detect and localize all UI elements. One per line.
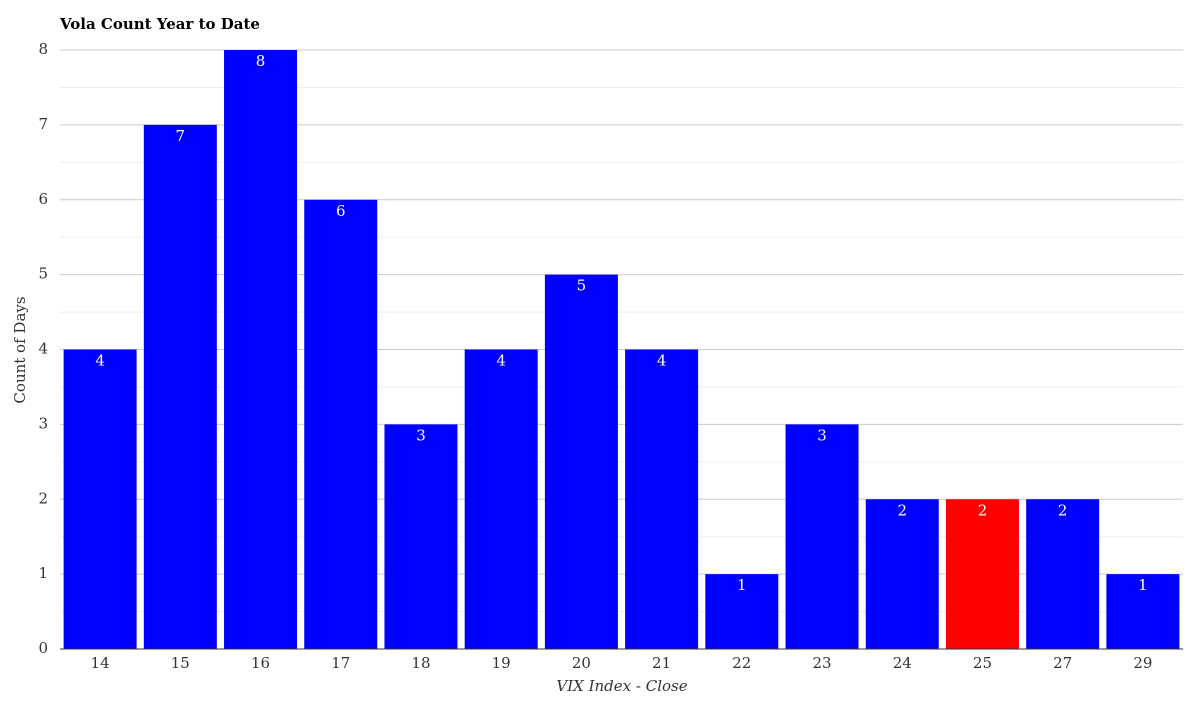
y-tick-label: 3 xyxy=(38,414,48,432)
x-tick-label: 19 xyxy=(492,654,511,672)
bar xyxy=(63,349,137,649)
bar xyxy=(625,349,699,649)
data-label: 4 xyxy=(95,352,105,370)
data-label: 4 xyxy=(657,352,667,370)
data-label: 5 xyxy=(577,277,587,295)
bar xyxy=(384,424,458,649)
bar xyxy=(865,499,939,649)
x-tick-label: 18 xyxy=(411,654,430,672)
y-tick-label: 5 xyxy=(38,265,48,283)
y-tick-label: 7 xyxy=(38,115,48,133)
y-tick-label: 8 xyxy=(38,40,48,58)
data-label: 4 xyxy=(496,352,506,370)
x-tick-label: 17 xyxy=(331,654,350,672)
data-label: 2 xyxy=(897,501,907,519)
y-tick-label: 4 xyxy=(38,340,48,358)
bar xyxy=(143,124,217,649)
x-tick-label: 16 xyxy=(251,654,270,672)
y-tick-label: 2 xyxy=(38,489,48,507)
x-tick-label: 27 xyxy=(1053,654,1072,672)
bar xyxy=(464,349,538,649)
data-label: 1 xyxy=(1138,576,1148,594)
data-label: 3 xyxy=(416,426,426,444)
x-tick-label: 22 xyxy=(732,654,751,672)
bar xyxy=(224,50,298,649)
bar xyxy=(304,199,378,649)
data-label: 3 xyxy=(817,426,827,444)
y-tick-label: 6 xyxy=(38,190,48,208)
x-axis-label: VIX Index - Close xyxy=(556,677,687,695)
x-tick-label: 14 xyxy=(91,654,110,672)
bar xyxy=(785,424,859,649)
chart-title: Vola Count Year to Date xyxy=(59,15,260,33)
bar xyxy=(1026,499,1100,649)
bar xyxy=(945,499,1019,649)
data-label: 2 xyxy=(978,501,988,519)
x-tick-label: 29 xyxy=(1133,654,1152,672)
x-tick-label: 25 xyxy=(973,654,992,672)
bar xyxy=(705,574,779,649)
bar xyxy=(544,274,618,649)
x-tick-label: 15 xyxy=(171,654,190,672)
y-tick-label: 1 xyxy=(38,564,48,582)
data-label: 8 xyxy=(256,52,266,70)
x-tick-label: 23 xyxy=(812,654,831,672)
data-label: 6 xyxy=(336,202,346,220)
x-tick-label: 24 xyxy=(893,654,912,672)
data-label: 2 xyxy=(1058,501,1068,519)
data-label: 1 xyxy=(737,576,747,594)
y-tick-label: 0 xyxy=(38,639,48,657)
data-label: 7 xyxy=(176,127,186,145)
bar xyxy=(1106,574,1180,649)
y-axis-label: Count of Days xyxy=(11,296,29,403)
x-tick-label: 20 xyxy=(572,654,591,672)
x-tick-label: 21 xyxy=(652,654,671,672)
